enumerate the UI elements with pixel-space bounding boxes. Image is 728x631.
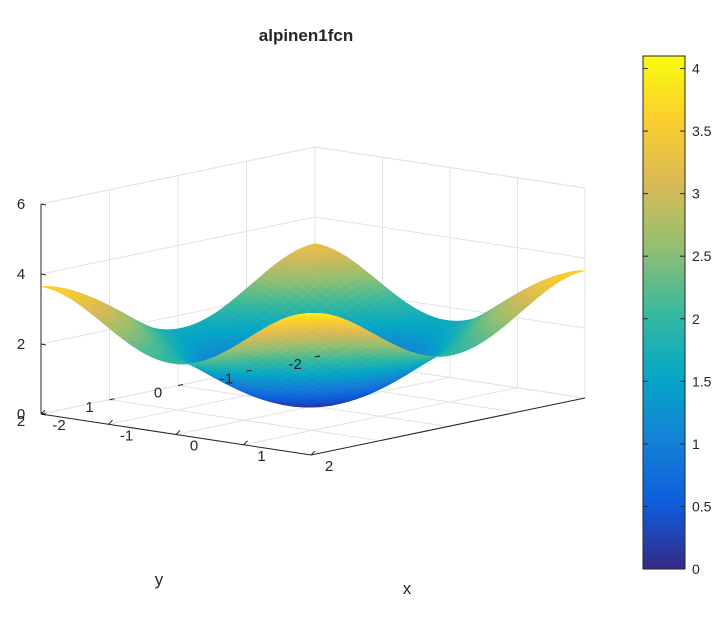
colorbar-tick-label: 0.5 (692, 498, 712, 514)
y-tick-label: 1 (85, 399, 93, 416)
colorbar-gradient (642, 55, 686, 570)
colorbar-tick-label: 4 (692, 61, 700, 77)
colorbar-tick-label: 1 (692, 436, 700, 452)
y-tick-mark (177, 384, 184, 386)
x-tick-mark (243, 440, 248, 446)
x-tick-mark (40, 409, 46, 415)
x-tick-mark (310, 450, 316, 456)
x-tick-label: 2 (325, 458, 333, 475)
y-tick-mark (109, 398, 115, 401)
z-tick-mark (40, 203, 47, 206)
frame-top-edge (40, 146, 316, 205)
x-tick-mark (108, 419, 113, 425)
colorbar-tick-label: 0 (692, 561, 700, 577)
z-tick-label: 6 (17, 196, 25, 213)
colorbar-tick-label: 3 (692, 186, 700, 202)
z-tick-label: 4 (17, 266, 25, 283)
chart-title: alpinen1fcn (259, 26, 353, 45)
y-tick-label: 2 (17, 413, 25, 430)
frame-top-edge (314, 146, 586, 189)
colorbar-tick-label: 3.5 (692, 123, 712, 139)
x-tick-label: -1 (120, 427, 133, 444)
x-tick-label: 1 (257, 448, 265, 465)
y-tick-label: -2 (288, 356, 301, 373)
x-axis-label: x (403, 579, 412, 598)
z-tick-label: 2 (17, 336, 25, 353)
x-axis-line (310, 397, 586, 456)
y-tick-label: -1 (220, 370, 233, 387)
colorbar-tick-label: 2.5 (692, 248, 712, 264)
y-axis-label: y (155, 570, 164, 589)
y-tick-mark (314, 355, 321, 358)
z-tick-label: 0 (17, 406, 25, 423)
colorbar: 0 0.5 1 1.5 2 2.5 3 3.5 4 (642, 55, 712, 577)
colorbar-tick-label: 2 (692, 311, 700, 327)
z-tick-mark (40, 273, 47, 276)
x-tick-label: -2 (52, 417, 65, 434)
colorbar-tick-label: 1.5 (692, 373, 712, 389)
y-tick-mark (246, 369, 252, 372)
y-tick-label: 0 (154, 385, 162, 402)
grid-line-x (243, 387, 518, 446)
x-tick-label: 0 (190, 438, 198, 455)
surface-plot (40, 243, 586, 408)
x-tick-mark (175, 430, 181, 435)
z-tick-mark (40, 343, 47, 346)
